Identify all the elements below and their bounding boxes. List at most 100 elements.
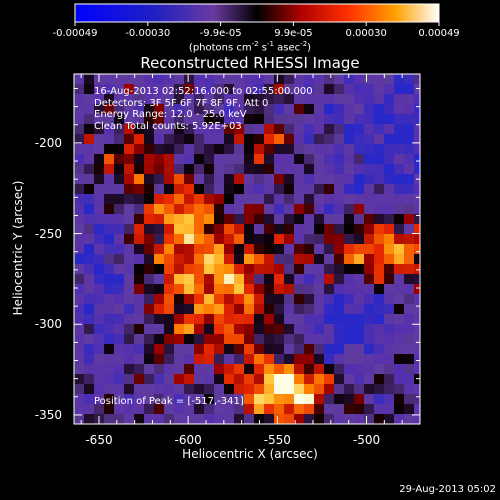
heatmap-cell (284, 234, 294, 244)
heatmap-cell (154, 314, 164, 324)
heatmap-cell (234, 254, 244, 264)
heatmap-cell (194, 264, 204, 274)
heatmap-cell (334, 384, 344, 394)
heatmap-cell (174, 334, 184, 344)
heatmap-cell (374, 104, 384, 114)
heatmap-cell (144, 224, 154, 234)
heatmap-cell (374, 254, 384, 264)
heatmap-cell (104, 394, 114, 404)
heatmap-cell (244, 324, 254, 334)
heatmap-cell (304, 284, 314, 294)
heatmap-cell (294, 94, 304, 104)
y-tick-label: -300 (34, 317, 62, 332)
heatmap-cell (204, 354, 214, 364)
heatmap-cell (134, 174, 144, 184)
heatmap-cell (254, 144, 264, 154)
heatmap-cell (254, 294, 264, 304)
heatmap-cell (124, 384, 134, 394)
heatmap-cell (234, 374, 244, 384)
heatmap-cell (174, 174, 184, 184)
heatmap-cell (104, 274, 114, 284)
heatmap-cell (194, 224, 204, 234)
heatmap-cell (104, 364, 114, 374)
heatmap-cell (334, 264, 344, 274)
heatmap-cell (294, 394, 304, 404)
colorbar-tick-label: 0.00049 (418, 28, 460, 39)
heatmap-cell (304, 364, 314, 374)
heatmap-cell (414, 244, 420, 254)
heatmap-cell (224, 264, 234, 274)
heatmap-cell (144, 214, 154, 224)
heatmap-cell (344, 254, 354, 264)
heatmap-cell (194, 114, 204, 124)
heatmap-cell (294, 204, 304, 214)
heatmap-cell (324, 304, 334, 314)
heatmap-cell (234, 174, 244, 184)
heatmap-cell (114, 364, 124, 374)
heatmap-cell (214, 344, 224, 354)
heatmap-cell (74, 344, 84, 354)
heatmap-cell (394, 324, 404, 334)
heatmap-cell (214, 214, 224, 224)
heatmap-cell (304, 374, 314, 384)
heatmap-cell (134, 134, 144, 144)
heatmap-cell (334, 304, 344, 314)
heatmap-cell (144, 344, 154, 354)
heatmap-cell (334, 364, 344, 374)
heatmap-cell (234, 284, 244, 294)
heatmap-cell (304, 224, 314, 234)
heatmap-cell (264, 264, 274, 274)
heatmap-cell (284, 344, 294, 354)
heatmap-cell (254, 194, 264, 204)
heatmap-cell (114, 314, 124, 324)
heatmap-cell (154, 94, 164, 104)
heatmap-cell (404, 154, 414, 164)
heatmap-cell (124, 394, 134, 404)
heatmap-cell (164, 104, 174, 114)
heatmap-cell (244, 404, 254, 414)
heatmap-cell (274, 254, 284, 264)
heatmap-cell (244, 124, 254, 134)
heatmap-cell (84, 324, 94, 334)
heatmap-cell (294, 174, 304, 184)
heatmap-cell (144, 324, 154, 334)
heatmap-cell (254, 304, 264, 314)
heatmap-cell (134, 74, 144, 84)
heatmap-cell (154, 244, 164, 254)
heatmap-cell (124, 374, 134, 384)
heatmap-cell (134, 184, 144, 194)
heatmap-cell (114, 104, 124, 114)
heatmap-cell (204, 364, 214, 374)
heatmap-cell (344, 154, 354, 164)
heatmap-cell (394, 344, 404, 354)
heatmap-cell (74, 214, 84, 224)
heatmap-cell (124, 134, 134, 144)
heatmap-cell (304, 314, 314, 324)
heatmap-cell (184, 154, 194, 164)
heatmap-cell (304, 134, 314, 144)
heatmap-cell (374, 404, 384, 414)
heatmap-cell (384, 354, 394, 364)
heatmap-cell (364, 204, 374, 214)
heatmap-cell (314, 324, 324, 334)
heatmap-cell (254, 414, 264, 424)
heatmap-cell (224, 84, 234, 94)
heatmap-cell (404, 294, 414, 304)
heatmap-cell (84, 174, 94, 184)
heatmap-cell (224, 274, 234, 284)
plot-timestamp: 29-Aug-2013 05:02 (399, 484, 496, 495)
heatmap-cell (84, 184, 94, 194)
heatmap-cell (144, 254, 154, 264)
heatmap-cell (154, 384, 164, 394)
heatmap-cell (144, 304, 154, 314)
heatmap-cell (344, 364, 354, 374)
heatmap-cell (164, 354, 174, 364)
heatmap-cell (384, 94, 394, 104)
heatmap-cell (134, 394, 144, 404)
heatmap-cell (344, 274, 354, 284)
heatmap-cell (224, 104, 234, 114)
heatmap-cell (74, 114, 84, 124)
heatmap-cell (284, 94, 294, 104)
heatmap-cell (314, 294, 324, 304)
heatmap-cell (354, 84, 364, 94)
